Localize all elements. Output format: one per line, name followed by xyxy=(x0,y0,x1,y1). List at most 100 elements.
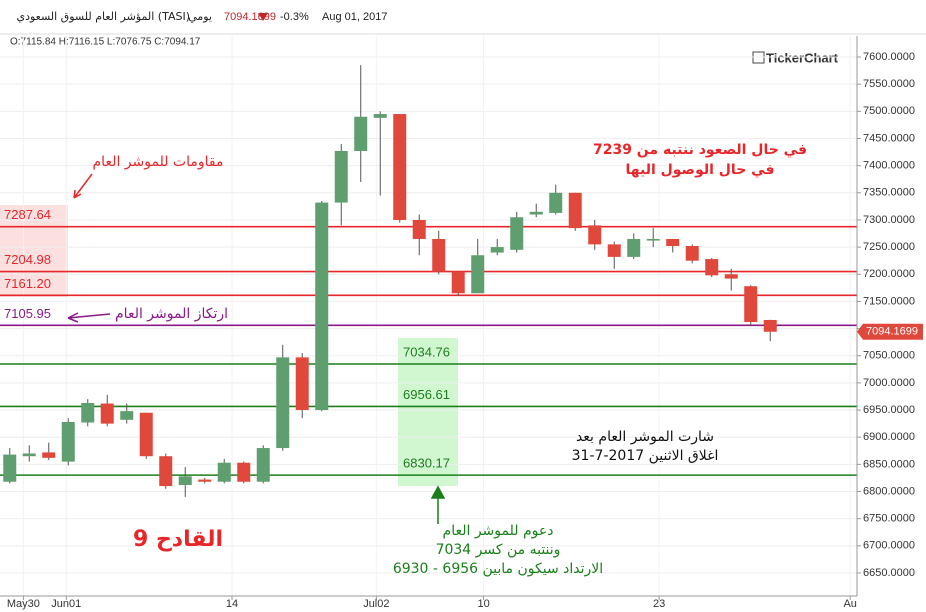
candle-body xyxy=(42,452,56,458)
y-tick-label: 6950.0000 xyxy=(863,404,915,416)
annotation: ارتكاز الموشر العام xyxy=(115,306,228,322)
candle-body xyxy=(22,453,36,457)
candle-body xyxy=(237,462,251,482)
level-label: 6830.17 xyxy=(403,456,450,471)
annotation: اغلاق الاثنين 2017-7-31 xyxy=(572,448,719,464)
x-tick-label: 10 xyxy=(477,598,489,610)
y-tick-label: 7400.0000 xyxy=(863,160,915,172)
arrow xyxy=(67,312,111,323)
y-tick-label: 6900.0000 xyxy=(863,431,915,443)
support-zone xyxy=(398,338,458,486)
candle-body xyxy=(295,357,309,411)
y-tick-label: 6800.0000 xyxy=(863,485,915,497)
annotation: شارت الموشر العام بعد xyxy=(576,429,714,445)
candle-body xyxy=(568,192,582,229)
price-tag-label: 7094.1699 xyxy=(866,326,918,338)
y-tick-label: 6750.0000 xyxy=(863,513,915,525)
candle-body xyxy=(724,274,738,279)
y-tick-label: 7050.0000 xyxy=(863,350,915,362)
candle-body xyxy=(451,271,465,294)
annotation: الارتداد سيكون مابين 6956 - 6930 xyxy=(393,561,603,577)
x-tick-label: Jun01 xyxy=(51,598,81,610)
y-tick-label: 7600.0000 xyxy=(863,51,915,63)
price-tag xyxy=(857,323,923,340)
candle-body xyxy=(3,454,17,482)
candle-body xyxy=(646,238,660,241)
candle-body xyxy=(61,421,75,462)
y-tick-label: 7500.0000 xyxy=(863,105,915,117)
y-tick-label: 7550.0000 xyxy=(863,78,915,90)
candle-body xyxy=(217,462,231,482)
annotation: القادح 9 xyxy=(133,527,223,552)
x-tick-label: Jul02 xyxy=(363,598,389,610)
candle-body xyxy=(744,286,758,323)
annotation: وننتبه من كسر 7034 xyxy=(436,542,561,558)
candle-body xyxy=(256,448,270,482)
y-tick-label: 7300.0000 xyxy=(863,214,915,226)
header-change: -0.3% xyxy=(280,11,309,23)
y-tick-label: 6850.0000 xyxy=(863,458,915,470)
y-tick-label: 7200.0000 xyxy=(863,268,915,280)
candle-body xyxy=(276,357,290,449)
y-tick-label: 6700.0000 xyxy=(863,540,915,552)
candle-body xyxy=(666,238,680,247)
annotation: دعوم للموشر العام xyxy=(443,523,554,539)
candle-body xyxy=(100,403,114,424)
candle-body xyxy=(510,217,524,250)
candle-body xyxy=(120,411,134,420)
candle-body xyxy=(373,114,387,118)
candle-body xyxy=(412,219,426,239)
candle-body xyxy=(393,114,407,220)
candle-body xyxy=(178,476,192,485)
y-tick-label: 7450.0000 xyxy=(863,132,915,144)
candle-body xyxy=(315,202,329,411)
x-tick-label: May30 xyxy=(7,598,40,610)
candle-body xyxy=(490,247,504,253)
candle-body xyxy=(549,192,563,213)
candle-body xyxy=(139,412,153,457)
arrow xyxy=(73,173,93,199)
candle-body xyxy=(198,479,212,482)
level-label: 6956.61 xyxy=(403,387,450,402)
header-title: المؤشر العام للسوق السعودي (TASI) xyxy=(16,10,190,23)
candle-body xyxy=(432,238,446,272)
candle-body xyxy=(159,456,173,487)
candle-body xyxy=(588,225,602,245)
candle-body xyxy=(763,319,777,332)
y-tick-label: 7000.0000 xyxy=(863,377,915,389)
header-period: يومي xyxy=(188,10,212,23)
candle-body xyxy=(81,402,95,423)
candle-body xyxy=(529,211,543,215)
candle-body xyxy=(471,255,485,294)
candle-body xyxy=(627,238,641,257)
candle-body xyxy=(607,244,621,257)
level-label: 7034.76 xyxy=(403,344,450,359)
ohlc-readout: O:7115.84 H:7116.15 L:7076.75 C:7094.17 xyxy=(10,37,201,48)
annotation: مقاومات للموشر العام xyxy=(93,154,224,170)
arrow xyxy=(430,485,446,524)
candle-body xyxy=(334,150,348,203)
annotation: في حال الوصول اليها xyxy=(625,162,774,178)
candle-body xyxy=(354,116,368,151)
header-date: Aug 01, 2017 xyxy=(322,11,387,23)
level-label: 7287.64 xyxy=(4,207,51,222)
level-label: 7105.95 xyxy=(4,306,51,321)
y-tick-label: 7250.0000 xyxy=(863,241,915,253)
x-tick-label: 14 xyxy=(226,598,238,610)
annotation: في حال الصعود ننتبه من 7239 xyxy=(593,142,807,158)
candle-body xyxy=(705,259,719,276)
candle-body xyxy=(685,246,699,261)
level-label: 7161.20 xyxy=(4,276,51,291)
y-tick-label: 7350.0000 xyxy=(863,187,915,199)
header-price: 7094.1699 xyxy=(224,11,276,23)
y-tick-label: 7150.0000 xyxy=(863,295,915,307)
level-label: 7204.98 xyxy=(4,252,51,267)
x-tick-label: Au xyxy=(843,598,856,610)
x-tick-label: 23 xyxy=(653,598,665,610)
down-arrow xyxy=(258,13,268,21)
plot xyxy=(0,36,857,596)
y-tick-label: 6650.0000 xyxy=(863,567,915,579)
brand: TickerChart xyxy=(766,50,839,65)
